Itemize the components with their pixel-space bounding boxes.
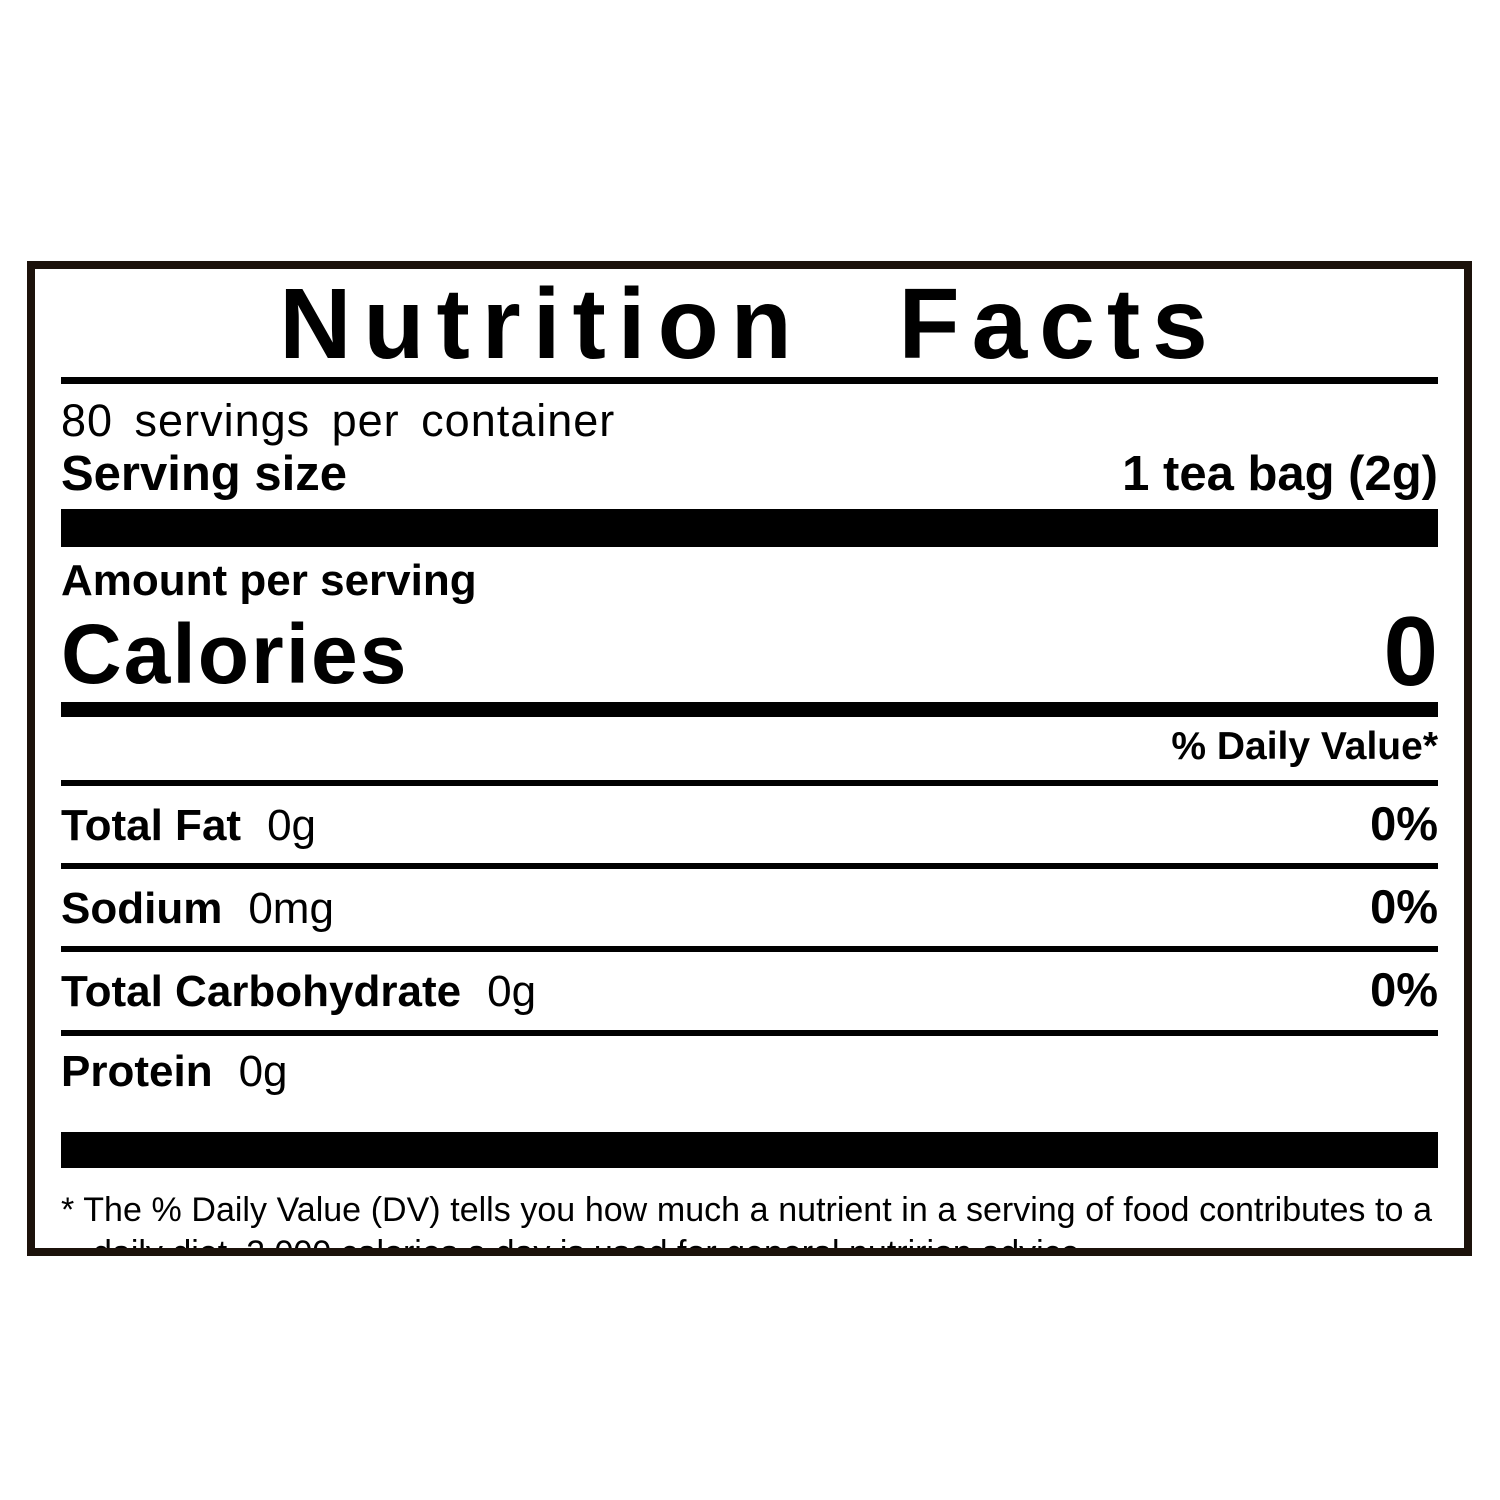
amount-per-serving-text: Amount per serving — [61, 555, 477, 605]
nutrient-name-amount: Total Fat 0g — [61, 800, 317, 850]
nutrient-amount: 0mg — [248, 884, 334, 934]
nutrient-dv: 0% — [1370, 880, 1438, 934]
daily-value-header: % Daily Value* — [1171, 725, 1438, 769]
nutrient-row-total-fat: Total Fat 0g 0% — [61, 786, 1438, 863]
title-divider-rule — [61, 377, 1438, 384]
serving-size-row: Serving size 1 tea bag (2g) — [61, 447, 1438, 502]
nutrient-row-total-carbohydrate: Total Carbohydrate 0g 0% — [61, 952, 1438, 1029]
nutrient-row-protein: Protein 0g — [61, 1036, 1438, 1109]
nutrient-name: Total Fat — [61, 800, 242, 850]
calories-label: Calories — [61, 607, 409, 702]
separator-bar-thick-top — [61, 508, 1438, 547]
nutrient-amount: 0g — [238, 1046, 288, 1096]
nutrient-amount: 0g — [487, 967, 537, 1017]
divider-rule — [61, 946, 1438, 953]
servings-per-container-text: 80 servings per container — [61, 395, 616, 446]
divider-rule — [61, 779, 1438, 786]
nutrient-amount: 0g — [267, 800, 317, 850]
divider-rule — [61, 863, 1438, 870]
nutrient-dv: 0% — [1370, 796, 1438, 850]
footnote-asterisk: * — [61, 1190, 75, 1229]
serving-size-label: Serving size — [61, 447, 347, 502]
nutrient-name-amount: Sodium 0mg — [61, 886, 334, 932]
divider-rule — [61, 1029, 1438, 1036]
calories-row: Calories 0 — [61, 595, 1438, 706]
nutrient-dv: 0% — [1370, 963, 1438, 1017]
nutrition-facts-label: Nutrition Facts 80 servings per containe… — [27, 261, 1472, 1256]
separator-bar-medium — [61, 702, 1438, 718]
separator-bar-thick-bottom — [61, 1131, 1438, 1168]
daily-value-footnote: * The % Daily Value (DV) tells you how m… — [61, 1189, 1438, 1256]
footnote-text: The % Daily Value (DV) tells you how muc… — [83, 1190, 1432, 1256]
nutrient-name: Total Carbohydrate — [61, 967, 462, 1017]
nutrient-row-sodium: Sodium 0mg 0% — [61, 869, 1438, 946]
serving-size-value: 1 tea bag (2g) — [1122, 447, 1438, 502]
nutrient-name-amount: Protein 0g — [61, 1046, 288, 1096]
nutrient-name: Sodium — [61, 884, 223, 934]
label-title: Nutrition Facts — [279, 268, 1220, 380]
nutrient-name-amount: Total Carbohydrate 0g — [61, 969, 536, 1015]
nutrient-name: Protein — [61, 1046, 213, 1096]
calories-value: 0 — [1383, 595, 1438, 706]
